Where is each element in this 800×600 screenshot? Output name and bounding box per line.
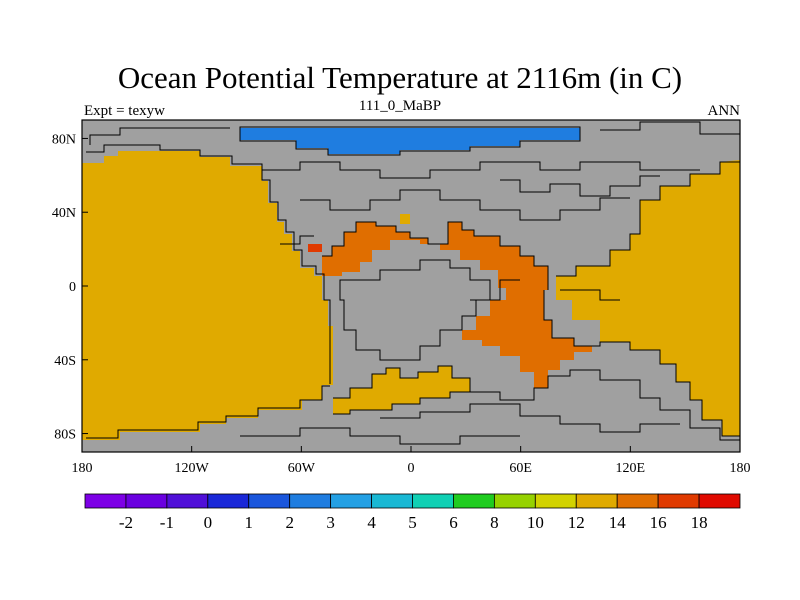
- y-tick-label: 40S: [54, 354, 76, 369]
- x-tick-label: 180: [72, 461, 93, 476]
- colorbar-swatch: [207, 493, 250, 509]
- colorbar-swatch: [453, 493, 495, 509]
- colorbar-label: 5: [408, 513, 417, 532]
- southern-ocean: [333, 366, 470, 414]
- x-tick-label: 180: [730, 461, 751, 476]
- colorbar-label: 6: [449, 513, 458, 532]
- colorbar-label: 2: [285, 513, 294, 532]
- colorbar: -2 -1 0 1 2 3 4 5 6 8 10 12 14 16 18: [84, 493, 741, 532]
- colorbar-swatch: [412, 493, 454, 509]
- x-tick-label: 0: [408, 461, 415, 476]
- y-tick-label: 0: [69, 280, 76, 295]
- tethys-sea: [322, 222, 592, 388]
- colorbar-swatch: [616, 493, 659, 509]
- x-axis: 180 120W 60W 0 60E 120E 180: [72, 446, 751, 476]
- experiment-label: Expt = texyw: [84, 103, 165, 119]
- x-tick-label: 60W: [288, 461, 316, 476]
- y-tick-label: 40N: [52, 206, 76, 221]
- colorbar-swatch: [248, 493, 291, 509]
- colorbar-swatch: [166, 493, 209, 509]
- colorbar-swatch: [657, 493, 700, 509]
- arctic-ocean: [240, 128, 580, 154]
- pacific-warm-pool: [82, 151, 333, 440]
- colorbar-swatch: [84, 493, 127, 509]
- colorbar-label: 10: [527, 513, 544, 532]
- colorbar-label: 3: [326, 513, 335, 532]
- colorbar-swatch: [698, 493, 741, 509]
- y-tick-label: 80S: [54, 428, 76, 443]
- colorbar-label: 8: [490, 513, 499, 532]
- y-tick-label: 80N: [52, 132, 76, 147]
- time-label: 111_0_MaBP: [358, 98, 442, 114]
- colorbar-swatch: [289, 493, 332, 509]
- caribbean-warm-spot: [308, 244, 322, 252]
- colorbar-label: 4: [367, 513, 376, 532]
- coastline-outlines: [86, 121, 740, 445]
- colorbar-label: 16: [650, 513, 667, 532]
- indian-ocean: [556, 160, 740, 436]
- x-tick-label: 120W: [175, 461, 210, 476]
- colorbar-label: 1: [245, 513, 254, 532]
- map-panel: [82, 120, 740, 452]
- colorbar-label: -2: [119, 513, 133, 532]
- x-tick-label: 60E: [509, 461, 532, 476]
- colorbar-label: -1: [160, 513, 174, 532]
- colorbar-label: 14: [609, 513, 627, 532]
- colorbar-swatch: [125, 493, 168, 509]
- colorbar-label: 0: [204, 513, 213, 532]
- season-label: ANN: [707, 103, 741, 119]
- x-tick-label: 120E: [616, 461, 646, 476]
- colorbar-label: 18: [691, 513, 708, 532]
- colorbar-label: 12: [568, 513, 585, 532]
- map-title: Ocean Potential Temperature at 2116m (in…: [117, 60, 683, 95]
- y-axis: 80N 40N 0 40S 80S: [52, 132, 88, 443]
- colorbar-swatch: [330, 493, 372, 509]
- north-tethys-inlet: [400, 214, 410, 224]
- colorbar-swatch: [575, 493, 618, 509]
- colorbar-swatch: [371, 493, 413, 509]
- colorbar-swatch: [493, 493, 536, 509]
- colorbar-swatch: [534, 493, 577, 509]
